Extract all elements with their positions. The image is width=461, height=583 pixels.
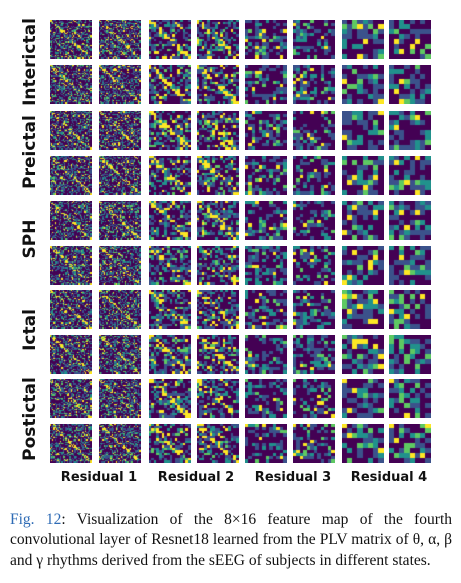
feature-map-panel — [245, 20, 287, 59]
feature-map-panel — [245, 424, 287, 463]
feature-map-panel — [293, 424, 335, 463]
feature-map-panel — [50, 111, 92, 150]
feature-map-panel — [197, 201, 239, 240]
feature-map-panel — [50, 335, 92, 374]
feature-map-panel — [293, 201, 335, 240]
feature-map-panel — [149, 20, 191, 59]
feature-map-panel — [389, 335, 431, 374]
row-label-sph: SPH — [20, 219, 40, 259]
feature-map-panel — [293, 156, 335, 195]
feature-map-panel — [99, 290, 141, 329]
feature-map-panel — [342, 424, 384, 463]
feature-map-panel — [197, 335, 239, 374]
feature-map-panel — [293, 379, 335, 418]
feature-map-panel — [50, 290, 92, 329]
feature-map-panel — [389, 424, 431, 463]
feature-map-panel — [99, 201, 141, 240]
feature-map-panel — [99, 111, 141, 150]
feature-map-panel — [389, 156, 431, 195]
row-label-postictal: Postictal — [20, 377, 40, 461]
feature-map-panel — [389, 290, 431, 329]
column-label-4: Residual 4 — [350, 470, 428, 485]
feature-map-panel — [197, 20, 239, 59]
feature-map-panel — [99, 65, 141, 104]
feature-map-panel — [389, 65, 431, 104]
feature-map-panel — [149, 65, 191, 104]
feature-map-panel — [149, 246, 191, 285]
feature-map-panel — [149, 335, 191, 374]
figure-caption: Fig. 12: Visualization of the 8×16 featu… — [10, 510, 452, 572]
row-label-interictal: Interictal — [20, 18, 40, 106]
row-label-preictal: Preictal — [20, 115, 40, 189]
caption-text: : Visualization of the 8×16 feature map … — [10, 510, 453, 569]
feature-map-panel — [197, 290, 239, 329]
feature-map-panel — [293, 290, 335, 329]
feature-map-panel — [149, 290, 191, 329]
feature-map-panel — [149, 156, 191, 195]
feature-map-panel — [149, 379, 191, 418]
feature-map-panel — [99, 424, 141, 463]
feature-map-panel — [342, 20, 384, 59]
feature-map-panel — [50, 20, 92, 59]
feature-map-panel — [245, 201, 287, 240]
caption-label: Fig. 12 — [10, 510, 62, 528]
feature-map-panel — [293, 65, 335, 104]
feature-map-panel — [342, 156, 384, 195]
feature-map-panel — [50, 424, 92, 463]
feature-map-panel — [342, 290, 384, 329]
feature-map-panel — [50, 201, 92, 240]
column-label-3: Residual 3 — [254, 470, 332, 485]
feature-map-panel — [149, 111, 191, 150]
feature-map-panel — [99, 20, 141, 59]
feature-map-panel — [389, 379, 431, 418]
feature-map-panel — [245, 335, 287, 374]
feature-map-panel — [197, 246, 239, 285]
feature-map-panel — [342, 246, 384, 285]
feature-map-panel — [50, 246, 92, 285]
feature-map-panel — [245, 379, 287, 418]
feature-map-panel — [197, 111, 239, 150]
feature-map-panel — [293, 246, 335, 285]
feature-map-panel — [197, 424, 239, 463]
feature-map-panel — [99, 379, 141, 418]
feature-map-panel — [293, 335, 335, 374]
feature-map-panel — [245, 111, 287, 150]
feature-map-panel — [245, 156, 287, 195]
column-label-2: Residual 2 — [157, 470, 235, 485]
feature-map-panel — [197, 156, 239, 195]
row-label-ictal: Ictal — [20, 309, 40, 351]
feature-map-panel — [342, 65, 384, 104]
feature-map-panel — [99, 246, 141, 285]
feature-map-panel — [99, 335, 141, 374]
feature-map-panel — [389, 246, 431, 285]
feature-map-panel — [149, 201, 191, 240]
feature-map-panel — [149, 424, 191, 463]
feature-map-panel — [389, 201, 431, 240]
feature-map-panel — [342, 201, 384, 240]
feature-map-panel — [293, 111, 335, 150]
feature-map-panel — [245, 246, 287, 285]
feature-map-panel — [50, 379, 92, 418]
column-label-1: Residual 1 — [60, 470, 138, 485]
feature-map-panel — [389, 111, 431, 150]
feature-map-panel — [245, 290, 287, 329]
feature-map-panel — [342, 111, 384, 150]
feature-map-panel — [99, 156, 141, 195]
feature-map-panel — [197, 65, 239, 104]
feature-map-panel — [342, 335, 384, 374]
feature-map-panel — [293, 20, 335, 59]
feature-map-panel — [245, 65, 287, 104]
feature-map-panel — [50, 65, 92, 104]
feature-map-panel — [342, 379, 384, 418]
feature-map-panel — [50, 156, 92, 195]
feature-map-panel — [389, 20, 431, 59]
feature-map-panel — [197, 379, 239, 418]
